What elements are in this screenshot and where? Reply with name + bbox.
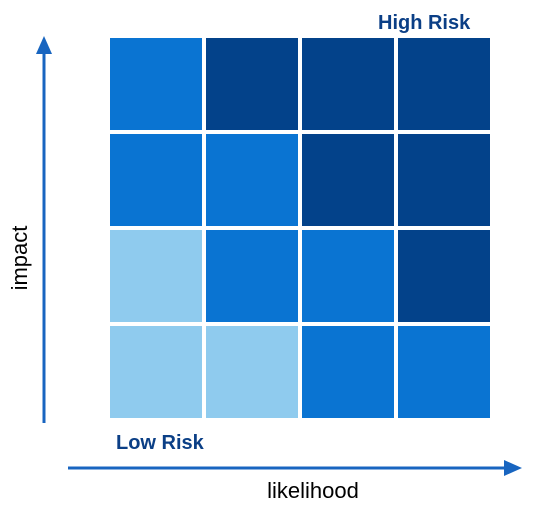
high-risk-label: High Risk [378,12,471,34]
risk-cell-r3-c2 [206,230,298,322]
x-axis-label: likelihood [267,478,359,503]
y-axis-label: impact [7,225,32,291]
risk-cell-r4-c3 [302,326,394,418]
risk-cell-r4-c2 [206,326,298,418]
risk-cell-r4-c4 [398,326,490,418]
x-axis-arrowhead [504,460,522,476]
risk-cell-r1-c2 [206,38,298,130]
low-risk-label: Low Risk [116,432,204,454]
risk-cell-r1-c3 [302,38,394,130]
risk-cell-r2-c3 [302,134,394,226]
axes [36,36,522,476]
risk-cell-r3-c4 [398,230,490,322]
risk-matrix-grid [110,38,490,418]
y-axis-arrowhead [36,36,52,54]
risk-cell-r1-c4 [398,38,490,130]
risk-cell-r4-c1 [110,326,202,418]
risk-cell-r3-c3 [302,230,394,322]
risk-cell-r2-c1 [110,134,202,226]
risk-cell-r1-c1 [110,38,202,130]
risk-cell-r2-c2 [206,134,298,226]
risk-cell-r2-c4 [398,134,490,226]
risk-cell-r3-c1 [110,230,202,322]
